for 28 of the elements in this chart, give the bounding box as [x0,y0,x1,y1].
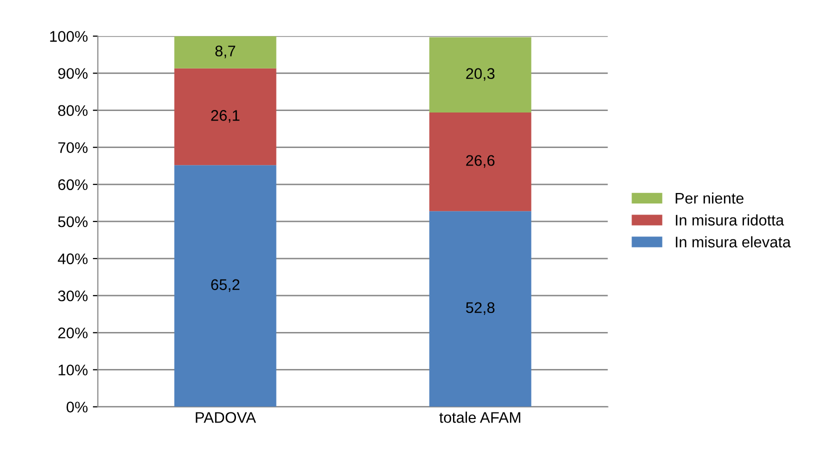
bar [429,211,532,407]
y-tick-label: 20% [58,328,88,338]
y-tick-label: 10% [58,364,88,376]
legend-label: Per niente [676,192,744,204]
data-label: 65,2 [211,279,240,292]
legend-label: In misura ridotta [676,214,784,226]
y-tick-label: 70% [58,142,88,154]
y-tick-label: 0% [66,402,88,412]
x-tick-label: totale AFAM [439,412,520,423]
y-tick-label: 30% [58,290,88,302]
data-label: 8,7 [215,46,236,58]
bar [174,165,276,407]
bar [429,37,532,113]
data-label: 26,1 [211,110,240,123]
data-label: 20,3 [466,68,494,81]
bar [429,112,532,212]
y-tick-label: 80% [58,105,88,116]
y-tick-label: 50% [58,216,88,228]
y-tick-label: 100% [50,31,88,42]
bar [174,36,276,68]
data-label: 26,6 [466,155,494,168]
data-label: 52,8 [466,302,494,315]
y-tick-label: 40% [58,253,88,264]
y-tick-label: 60% [58,179,88,190]
legend-label: In misura elevata [676,236,791,248]
bar [174,68,276,166]
x-tick-label: PADOVA [196,412,256,423]
y-tick-label: 90% [58,68,88,79]
